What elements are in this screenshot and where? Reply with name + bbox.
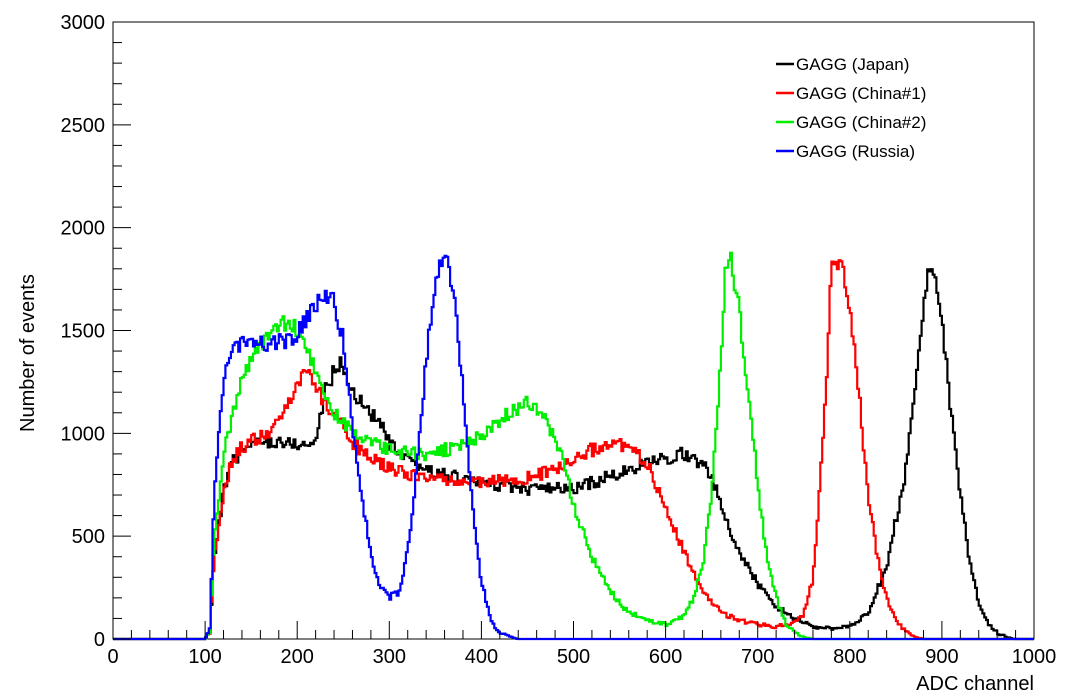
y-tick-label: 0 (94, 629, 105, 651)
x-tick-label: 400 (465, 646, 498, 668)
x-tick-label: 0 (107, 646, 118, 668)
series-line-1 (113, 268, 1034, 641)
y-axis-title: Number of events (17, 274, 39, 432)
x-tick-label: 200 (281, 646, 314, 668)
y-tick-label: 1500 (61, 321, 106, 343)
legend-label-2: GAGG (China#1) (796, 84, 926, 103)
legend-label-3: GAGG (China#2) (796, 113, 926, 132)
legend: GAGG (Japan) GAGG (China#1) GAGG (China#2)… (776, 55, 926, 161)
series-line-2 (113, 259, 1034, 641)
x-tick-label: 700 (741, 646, 774, 668)
series-line-4 (113, 254, 1034, 641)
series-line-3 (113, 251, 1034, 641)
legend-label-1: GAGG (Japan) (796, 55, 909, 74)
y-tick-label: 3000 (61, 12, 106, 34)
labels-layer: 0 100 200 300 400 500 600 700 800 900 1000 0 500 1000… (61, 12, 1057, 668)
y-tick-label: 2500 (61, 115, 106, 137)
x-axis-title: ADC channel (916, 673, 1034, 694)
x-tick-label: 1000 (1012, 646, 1057, 668)
x-tick-label: 800 (833, 646, 866, 668)
x-tick-label: 100 (188, 646, 221, 668)
y-tick-label: 2000 (61, 218, 106, 240)
legend-label-4: GAGG (Russia) (796, 142, 915, 161)
x-tick-label: 900 (925, 646, 958, 668)
y-tick-label: 500 (72, 526, 105, 548)
x-tick-label: 500 (557, 646, 590, 668)
x-tick-label: 600 (649, 646, 682, 668)
x-tick-label: 300 (373, 646, 406, 668)
series-layer (113, 251, 1034, 641)
axis-layer (112, 21, 1035, 640)
y-tick-label: 1000 (61, 423, 106, 445)
